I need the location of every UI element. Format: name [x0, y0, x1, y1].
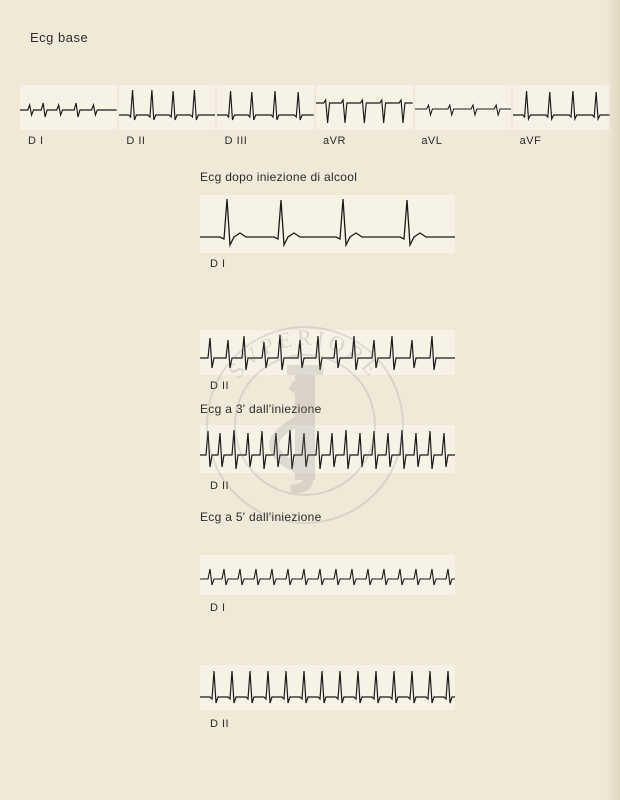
title-3min: Ecg a 3' dall'iniezione — [200, 402, 322, 416]
label-avf: aVF — [512, 135, 610, 147]
strip-5min-d2 — [200, 665, 455, 710]
strip-after-d1 — [200, 195, 455, 253]
strip-3min-d2 — [200, 425, 455, 473]
lead-avl — [415, 85, 512, 130]
lead-d1 — [20, 85, 117, 130]
title-base: Ecg base — [30, 30, 600, 45]
label-d1: D I — [20, 135, 118, 147]
strip-after-d2 — [200, 330, 455, 375]
lead-avf — [513, 85, 610, 130]
label-5min-d2: D II — [210, 718, 229, 730]
lead-avr — [316, 85, 413, 130]
label-after-d2: D II — [210, 380, 229, 392]
label-3min-d2: D II — [210, 480, 229, 492]
title-after-injection: Ecg dopo iniezione di alcool — [200, 170, 357, 184]
label-avr: aVR — [315, 135, 413, 147]
label-avl: aVL — [413, 135, 511, 147]
title-5min: Ecg a 5' dall'iniezione — [200, 510, 322, 524]
ecg-page: Ecg base — [0, 0, 620, 800]
base-lead-row — [20, 85, 610, 130]
lead-d2 — [119, 85, 216, 130]
label-d2: D II — [118, 135, 216, 147]
base-labels-row: D I D II D III aVR aVL aVF — [20, 135, 610, 147]
label-after-d1: D I — [210, 258, 226, 270]
page-edge-shadow — [606, 0, 620, 800]
lead-d3 — [217, 85, 314, 130]
label-5min-d1: D I — [210, 602, 226, 614]
label-d3: D III — [217, 135, 315, 147]
strip-5min-d1 — [200, 555, 455, 595]
